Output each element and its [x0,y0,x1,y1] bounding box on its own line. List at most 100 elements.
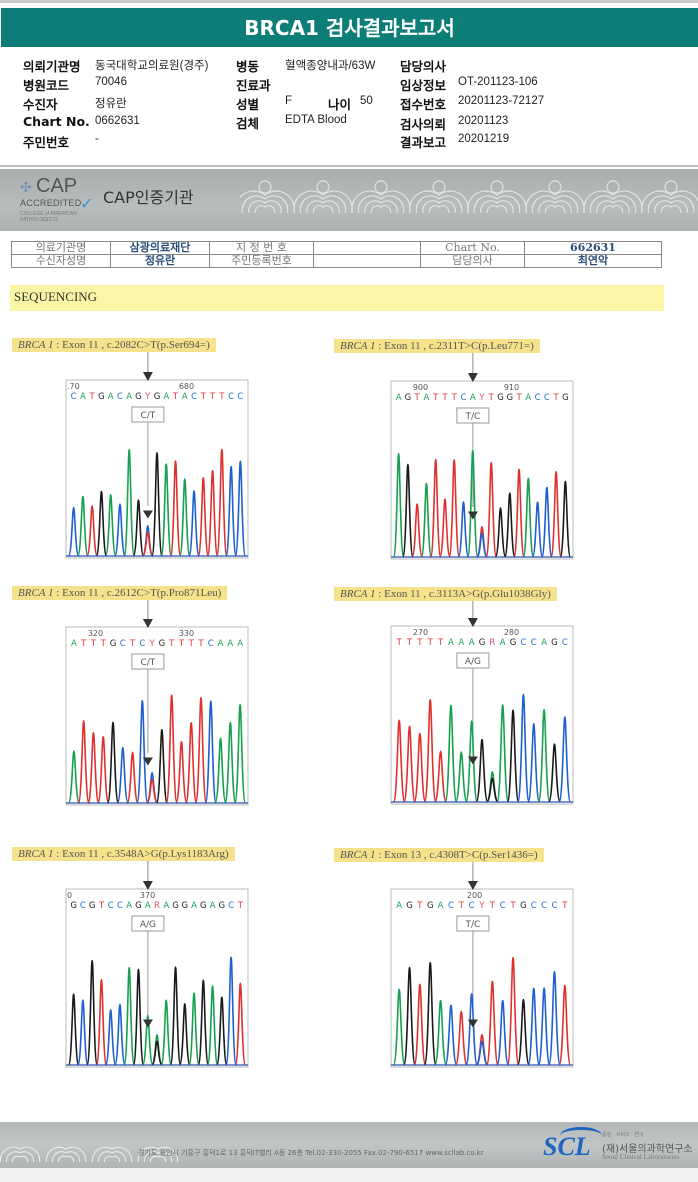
base-call-letter: A [191,901,197,911]
trace-peak [531,501,544,558]
footer-band: 경기도 용인시 기흥구 흥덕1로 13 흥덕IT밸리 A동 26층 Tel.02… [0,1122,698,1168]
section-title: SEQUENCING [14,289,98,304]
trace-peak [224,721,237,804]
base-call-letter: C [562,638,568,648]
genotype-call-label: C/T [140,411,155,421]
trace-peak [522,477,535,558]
trace-peak [413,732,427,803]
base-call-letter: T [396,638,403,648]
scl-arc-icon [560,1127,602,1144]
trace-peak [475,1040,489,1066]
trace-peak [132,968,145,1066]
base-call-letter: A [541,638,547,648]
cloud-swirl [312,205,334,214]
variant-description: : Exon 11 , c.2612C>T(p.Pro871Leu) [53,587,222,599]
cloud-swirl [415,195,463,214]
base-call-letter: T [178,639,185,649]
cloud-swirl [316,180,330,194]
label-age: 나이 [328,97,352,112]
cloud-swirl [51,1151,81,1163]
base-call-letter: A [458,638,464,648]
trace-peak [475,738,489,803]
cloud-swirl [486,205,508,214]
trace-peak [104,494,117,557]
top-border [0,0,698,3]
base-call-letter: G [154,392,161,402]
trace-peak [413,983,427,1066]
base-call-letter: R [489,638,495,648]
footer-org-name-en: Seoul Clinical Laboratories [602,1153,679,1161]
trace-peak [155,728,169,804]
cloud-swirl [606,180,620,194]
base-call-letter: C [531,901,537,911]
base-call-letter: C [80,901,86,911]
trace-peak [175,740,188,804]
trace-peak [86,504,99,557]
value-receipt-no: 20201123-72127 [458,95,545,107]
value-request-date: 20201123 [458,115,509,127]
trace-peak [141,1014,154,1066]
cloud-swirl [538,200,572,214]
base-call-letter: A [227,639,233,649]
cap-accredited-text: ACCREDITED [20,198,82,208]
base-call-letter: T [416,638,423,648]
arrow-down-icon [142,619,153,628]
base-call-letter: A [108,392,114,402]
variant-label: BRCA 1 : Exon 11 , c.2311T>C(p.Leu771=) [334,339,540,353]
variant-label: BRCA 1 : Exon 11 , c.3548A>G(p.Lys1183Ar… [12,847,235,861]
trace-peak [423,961,437,1066]
base-call-letter: A [80,392,86,402]
position-tick-label: 200 [467,891,482,900]
base-call-letter: T [218,392,225,402]
base-call-letter: T [458,901,465,911]
base-call-letter: A [210,901,216,911]
position-tick-label: 0 [67,891,72,900]
variant-description: : Exon 13 , c.4308T>C(p.Ser1436=) [375,849,538,861]
base-call-letter: C [237,392,243,402]
base-call-letter: T [432,393,439,403]
base-call-letter: A [396,901,402,911]
label-department: 진료과 [236,78,271,93]
trace-peak [77,999,89,1066]
trace-peak [234,460,247,557]
trace-peak [95,490,108,557]
value-report-date: 20201219 [458,133,510,145]
base-call-letter: A [500,638,506,648]
value-specimen: EDTA Blood [285,114,347,126]
base-call-letter: G [89,901,96,911]
cloud-swirl [428,205,450,214]
trace-peak [123,966,136,1066]
base-call-letter: C [208,639,214,649]
cloud-swirl [137,1146,179,1163]
trace-peak [206,469,219,557]
cloud-swirl [57,1155,75,1163]
trace-peak [494,507,507,558]
trace-peak [454,1010,468,1066]
trace-peak [77,720,90,804]
section-header: SEQUENCING [10,285,664,311]
base-call-letter: T [237,901,244,911]
base-call-letter: A [182,392,188,402]
trace-peak [558,716,572,803]
trace-peak [188,992,200,1066]
base-call-letter: C [448,901,454,911]
base-call-letter: T [89,392,96,402]
trace-peak [67,993,80,1066]
base-call-letter: G [562,393,569,403]
base-call-letter: G [181,901,188,911]
position-tick-label: 680 [179,382,194,391]
label-receipt-no: 접수번호 [400,97,447,112]
bottom-strip [0,1168,698,1182]
trace-peak [132,499,145,557]
base-call-letter: Y [478,901,485,911]
cell-value: 삼광의료재단 [110,241,210,255]
genotype-call-label: T/C [464,920,480,930]
base-call-letter: G [219,901,226,911]
cloud-swirl [531,195,579,214]
trace-peak [188,490,200,557]
label-doctor: 담당의사 [400,59,447,74]
checkmark-icon: ✓ [80,194,94,213]
cell-label: 담당의사 [420,254,525,268]
trace-peak [411,503,424,558]
